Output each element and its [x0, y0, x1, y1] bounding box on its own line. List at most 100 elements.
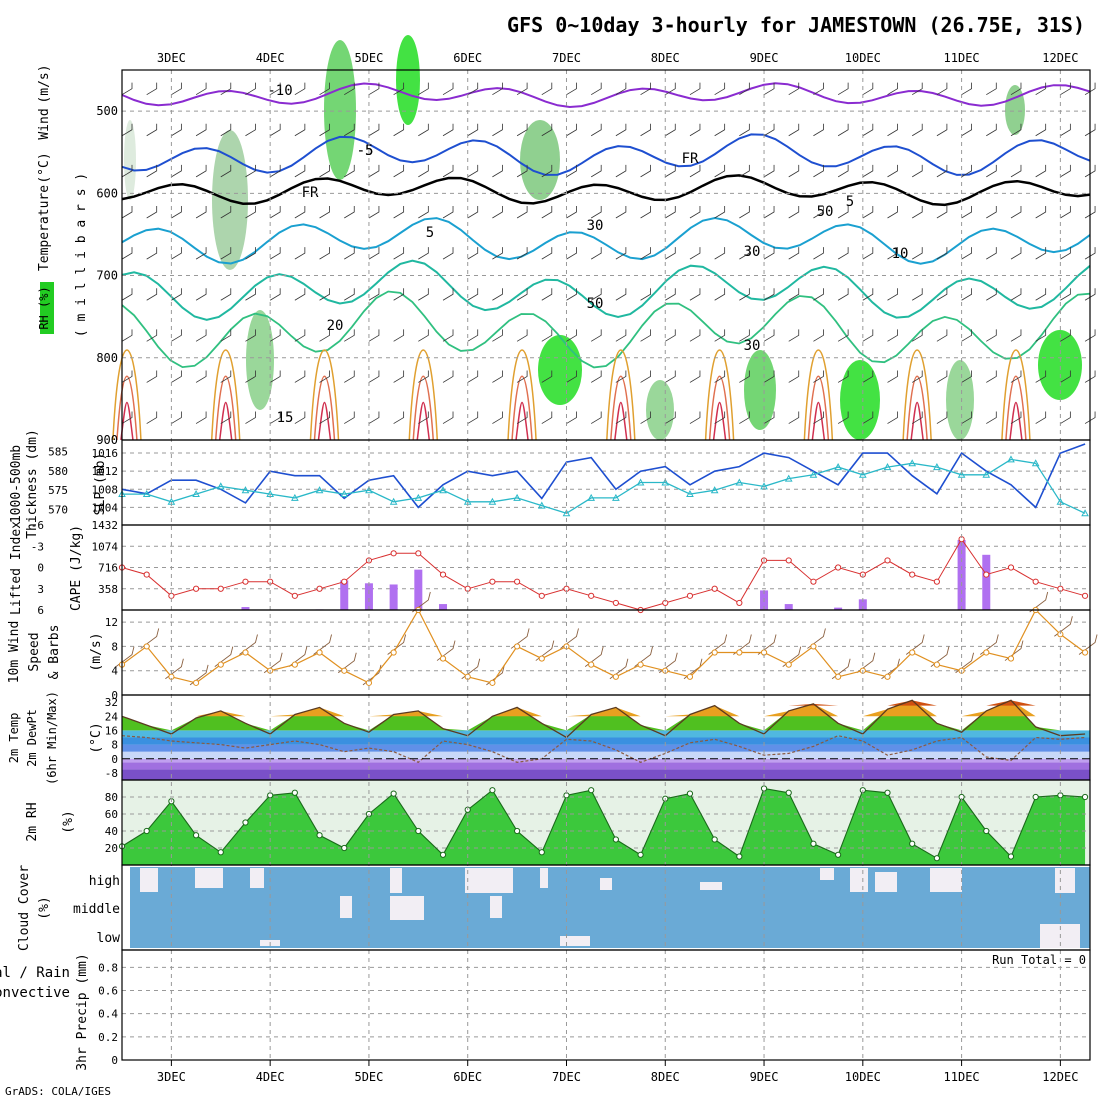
wind-barb: [294, 206, 306, 219]
wind-barb: [442, 329, 454, 342]
wind-barb: [467, 247, 479, 260]
warm-contour: [120, 402, 134, 441]
wind-barb: [146, 206, 158, 219]
warm-contour: [910, 402, 924, 441]
precip-tick: 0.2: [98, 1031, 118, 1044]
lifted-index-point: [489, 578, 496, 585]
wind-barb: [986, 123, 997, 137]
contour-label: 50: [817, 204, 834, 220]
rh-point: [884, 789, 891, 796]
wind-barb: [146, 82, 158, 96]
panel-frame: [121, 949, 1091, 1061]
rh-point: [291, 789, 298, 796]
wind-barb: [436, 640, 456, 661]
wind-speed-point: [291, 661, 298, 668]
wind-barb: [1035, 206, 1047, 219]
bottom-day-label: 12DEC: [1042, 1070, 1078, 1084]
thickness-point: [809, 470, 818, 478]
pressure-tick: 700: [96, 269, 118, 283]
wind-barb: [467, 411, 479, 424]
wind-barb: [1084, 411, 1096, 424]
wind-barb: [961, 247, 972, 260]
rh-axis-label: RH (%): [37, 286, 51, 329]
wind-barb: [516, 288, 528, 301]
contour-label: 30: [744, 338, 761, 354]
rh-tick: 60: [105, 808, 118, 821]
lifted-index-point: [316, 585, 323, 592]
wind-barb: [1035, 123, 1047, 137]
dewpoint-line: [121, 735, 1086, 763]
wind-barb: [566, 82, 577, 96]
wind-barb: [689, 288, 701, 301]
wind-barb: [368, 329, 380, 342]
wind-barb: [516, 82, 528, 96]
wind-barb: [195, 370, 207, 383]
slp-series-line: [121, 443, 1086, 509]
contour-label: -5: [357, 143, 374, 159]
wind-barb: [1010, 329, 1022, 342]
wind-barb: [492, 329, 503, 342]
chart-title: GFS 0~10day 3-hourly for JAMESTOWN (26.7…: [507, 13, 1085, 37]
thickness-point: [192, 490, 200, 498]
wind-barb: [245, 164, 256, 178]
thickness-point: [414, 493, 423, 501]
wind-barb: [739, 329, 750, 342]
warm-contour: [1009, 402, 1023, 441]
bottom-day-label: 5DEC: [354, 1070, 383, 1084]
wind-barb: [368, 411, 380, 424]
wind-barb: [1010, 370, 1022, 383]
wind-barb: [195, 329, 207, 342]
wind-tick: 8: [111, 640, 118, 653]
wind-barb: [714, 247, 726, 260]
wind-barb: [560, 628, 579, 649]
wind-barb: [813, 370, 824, 383]
wind-barb: [862, 411, 874, 424]
wind-barb: [418, 370, 429, 383]
wind-barb: [887, 206, 898, 219]
temp-tick: 0: [111, 753, 118, 766]
wind-speed-point: [612, 673, 619, 680]
wind-barb: [319, 82, 330, 96]
wind-barb: [862, 123, 874, 137]
wind-speed-point: [711, 649, 718, 656]
wind-speed-point: [217, 661, 224, 668]
wind-barb: [936, 123, 948, 137]
wind-barb: [739, 288, 750, 301]
precip-tick: 0.8: [98, 961, 118, 974]
wind-barb: [220, 206, 232, 219]
wind-barb: [418, 329, 429, 342]
rh-point: [637, 851, 644, 858]
thickness-point: [957, 470, 966, 478]
precip-convective-label: Convective: [0, 985, 70, 1001]
wind-barb: [911, 247, 923, 260]
wind-barb: [689, 206, 701, 219]
wind-barb: [590, 370, 602, 383]
wind-barb: [467, 82, 479, 96]
thickness-point: [612, 493, 620, 501]
rh-point: [316, 832, 323, 839]
wind-barb: [1029, 591, 1049, 613]
panel-frame: [121, 609, 1091, 696]
cloud-cell: [490, 896, 502, 918]
lifted-index-point: [192, 585, 200, 592]
wind-barb: [220, 247, 232, 260]
wind-barb: [492, 288, 503, 301]
thickness-tick: 585: [48, 446, 68, 459]
wind-barb: [936, 411, 948, 424]
pressure-tick: 900: [96, 433, 118, 447]
wind-barb: [269, 288, 281, 301]
wind-barb: [121, 370, 133, 383]
li-tick: 0: [37, 562, 44, 575]
wind-barb: [393, 288, 405, 301]
wind-barb: [788, 370, 800, 383]
wind-barb: [590, 164, 602, 178]
wind-barb: [837, 82, 849, 96]
cape-bar: [414, 569, 423, 610]
top-day-label: 3DEC: [157, 51, 186, 65]
wind-barb: [171, 82, 182, 96]
wind-barb: [442, 206, 454, 219]
wind-barb: [763, 288, 775, 301]
wind-barb: [936, 82, 948, 96]
cloud-cell: [560, 936, 590, 946]
wind-barb: [418, 247, 429, 260]
